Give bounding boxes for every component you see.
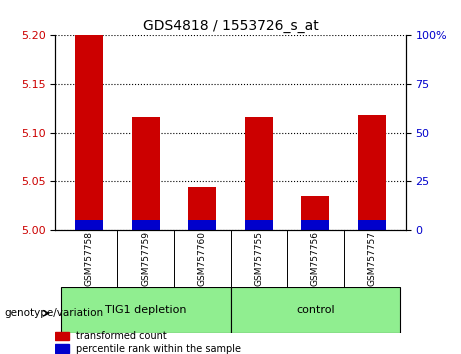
Text: GSM757755: GSM757755 bbox=[254, 231, 263, 286]
Text: GSM757756: GSM757756 bbox=[311, 231, 320, 286]
Bar bbox=[301, 196, 330, 230]
Text: control: control bbox=[296, 305, 335, 315]
Bar bbox=[55, 332, 69, 341]
Bar bbox=[75, 35, 103, 230]
Text: GSM757759: GSM757759 bbox=[141, 231, 150, 286]
FancyBboxPatch shape bbox=[230, 287, 400, 333]
Bar bbox=[358, 221, 386, 230]
Text: GSM757757: GSM757757 bbox=[367, 231, 376, 286]
Text: GSM757760: GSM757760 bbox=[198, 231, 207, 286]
Bar bbox=[131, 221, 160, 230]
Bar bbox=[75, 221, 103, 230]
FancyBboxPatch shape bbox=[61, 287, 230, 333]
Bar bbox=[188, 221, 216, 230]
Title: GDS4818 / 1553726_s_at: GDS4818 / 1553726_s_at bbox=[142, 19, 319, 33]
Bar bbox=[358, 115, 386, 230]
Text: percentile rank within the sample: percentile rank within the sample bbox=[77, 343, 242, 354]
Bar bbox=[55, 344, 69, 353]
Bar bbox=[131, 117, 160, 230]
Text: TIG1 depletion: TIG1 depletion bbox=[105, 305, 187, 315]
Bar bbox=[245, 117, 273, 230]
Text: transformed count: transformed count bbox=[77, 331, 167, 341]
Text: GSM757758: GSM757758 bbox=[85, 231, 94, 286]
Bar bbox=[188, 187, 216, 230]
Bar bbox=[245, 221, 273, 230]
Text: genotype/variation: genotype/variation bbox=[5, 308, 104, 318]
Bar bbox=[301, 221, 330, 230]
